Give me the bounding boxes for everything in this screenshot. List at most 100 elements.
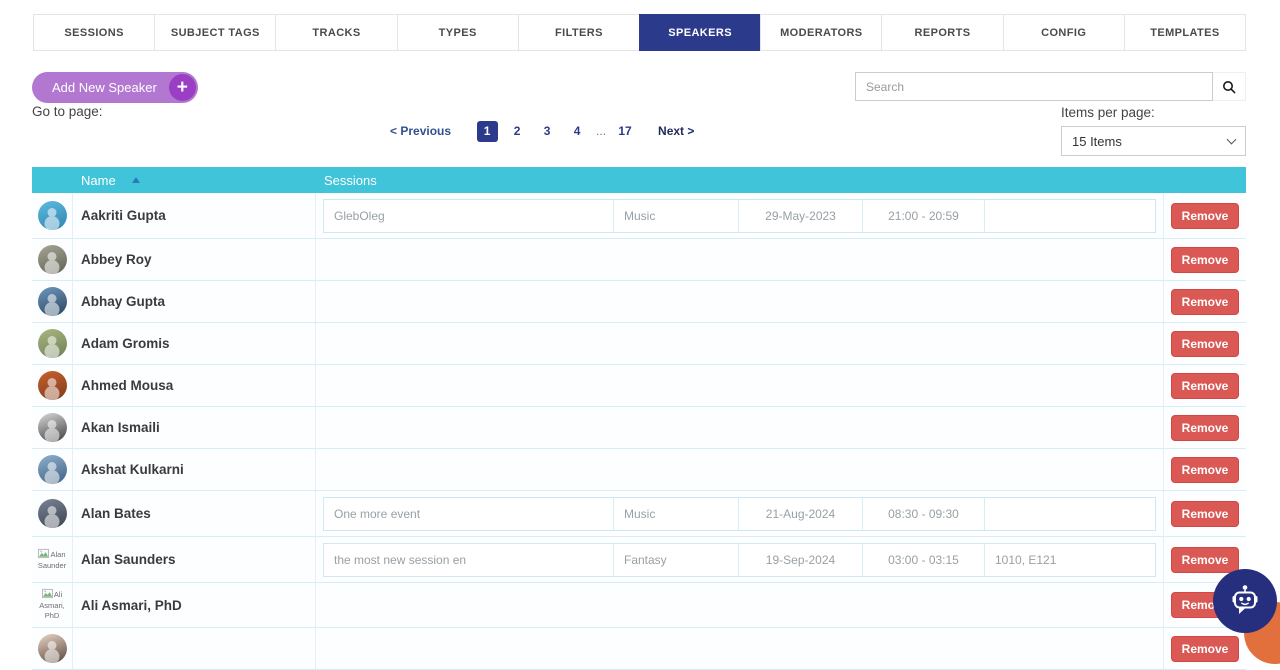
pagination-page-4[interactable]: 4 [573, 123, 581, 138]
tab-sessions[interactable]: SESSIONS [33, 14, 156, 51]
avatar [37, 499, 67, 528]
avatar [37, 413, 67, 442]
table-row: Akan Ismaili Remove [32, 407, 1246, 449]
session-time: 08:30 - 09:30 [863, 497, 985, 530]
session-title: GlebOleg [324, 199, 614, 232]
broken-image-icon [41, 588, 53, 598]
avatar [37, 455, 67, 484]
sort-ascending-icon [131, 177, 140, 183]
session-room [985, 498, 1155, 530]
search-icon [1223, 80, 1236, 93]
sessions-column-header: Sessions [324, 172, 377, 188]
search-button[interactable] [1213, 72, 1246, 101]
remove-button[interactable]: Remove [1171, 635, 1239, 662]
remove-button[interactable]: Remove [1171, 546, 1239, 573]
session-date: 21-Aug-2024 [739, 497, 863, 530]
session-date: 19-Sep-2024 [739, 543, 863, 576]
avatar [37, 329, 67, 358]
speaker-name: Adam Gromis [73, 323, 316, 364]
session-title: One more event [324, 497, 614, 530]
pagination-ellipsis: ... [596, 124, 607, 138]
add-new-speaker-button[interactable]: Add New Speaker + [32, 72, 198, 103]
avatar-alt-text: Ali Asmari, PhD [39, 589, 65, 621]
speaker-name: Ali Asmari, PhD [73, 583, 316, 627]
tab-config[interactable]: CONFIG [1002, 14, 1125, 51]
remove-button[interactable]: Remove [1171, 246, 1239, 273]
session-type: Fantasy [614, 543, 739, 576]
session-type: Music [614, 199, 739, 232]
go-to-page-label: Go to page: [32, 104, 103, 119]
tab-templates[interactable]: TEMPLATES [1123, 14, 1247, 51]
avatar [37, 287, 67, 316]
session-row: One more event Music 21-Aug-2024 08:30 -… [323, 496, 1156, 531]
tab-moderators[interactable]: MODERATORS [760, 14, 883, 51]
pagination-next[interactable]: Next > [658, 124, 695, 138]
pagination-page-17[interactable]: 17 [618, 123, 632, 138]
items-per-page-select[interactable]: 15 Items [1061, 126, 1246, 156]
speaker-name: Akan Ismaili [73, 407, 316, 448]
pagination-page-2[interactable]: 2 [513, 123, 521, 138]
remove-button[interactable]: Remove [1171, 500, 1239, 527]
chatbot-icon [1232, 585, 1258, 614]
table-row: Aakriti Gupta GlebOleg Music 29-May-2023… [32, 193, 1246, 239]
remove-button[interactable]: Remove [1171, 456, 1239, 483]
table-row: Abhay Gupta Remove [32, 281, 1246, 323]
session-title: the most new session en [324, 543, 614, 576]
tab-subject-tags[interactable]: SUBJECT TAGS [154, 14, 277, 51]
chevron-down-icon [1226, 134, 1237, 144]
speaker-name: Ahmed Mousa [73, 365, 316, 406]
session-time: 21:00 - 20:59 [863, 199, 985, 232]
session-room [985, 200, 1155, 232]
avatar-alt-text: Alan Saunder [37, 549, 67, 570]
avatar [37, 371, 67, 400]
add-new-speaker-label: Add New Speaker [52, 80, 157, 95]
session-type: Music [614, 497, 739, 530]
table-row: Akshat Kulkarni Remove [32, 449, 1246, 491]
avatar [37, 245, 67, 274]
tab-bar: SESSIONS SUBJECT TAGS TRACKS TYPES FILTE… [33, 14, 1247, 51]
pagination-page-1[interactable]: 1 [476, 120, 498, 142]
table-row: Alan Saunder Alan Saunders the most new … [32, 537, 1246, 583]
remove-button[interactable]: Remove [1171, 202, 1239, 229]
speaker-name: Abhay Gupta [73, 281, 316, 322]
session-row: the most new session en Fantasy 19-Sep-2… [323, 542, 1156, 577]
tab-reports[interactable]: REPORTS [881, 14, 1004, 51]
remove-button[interactable]: Remove [1171, 330, 1239, 357]
avatar [37, 201, 67, 230]
remove-button[interactable]: Remove [1171, 414, 1239, 441]
speaker-name: Akshat Kulkarni [73, 449, 316, 490]
broken-image-icon [38, 548, 50, 558]
table-row: Ahmed Mousa Remove [32, 365, 1246, 407]
speaker-name [73, 628, 316, 669]
speakers-table: Name Sessions Aakriti Gupta GlebOleg Mus… [32, 167, 1246, 670]
chatbot-button[interactable] [1213, 569, 1277, 633]
tab-filters[interactable]: FILTERS [517, 14, 641, 51]
session-date: 29-May-2023 [739, 199, 863, 232]
broken-avatar: Ali Asmari, PhD [32, 588, 72, 623]
tab-speakers[interactable]: SPEAKERS [639, 14, 762, 51]
pagination: < Previous 1 2 3 4 ... 17 Next > [390, 119, 694, 143]
pagination-previous[interactable]: < Previous [390, 124, 452, 138]
table-row: Remove [32, 628, 1246, 670]
plus-icon: + [168, 74, 196, 101]
table-row: Adam Gromis Remove [32, 323, 1246, 365]
session-time: 03:00 - 03:15 [863, 543, 985, 576]
items-per-page-label: Items per page: [1061, 105, 1155, 120]
search-input[interactable] [855, 72, 1213, 101]
pagination-page-3[interactable]: 3 [543, 123, 551, 138]
broken-avatar: Alan Saunder [32, 548, 72, 572]
session-room: 1010, E121 [995, 552, 1057, 567]
table-header-row: Name Sessions [32, 167, 1246, 193]
table-row: Alan Bates One more event Music 21-Aug-2… [32, 491, 1246, 537]
remove-button[interactable]: Remove [1171, 372, 1239, 399]
name-header-label: Name [81, 172, 116, 188]
speaker-name: Abbey Roy [73, 239, 316, 280]
remove-button[interactable]: Remove [1171, 288, 1239, 315]
tab-types[interactable]: TYPES [396, 14, 519, 51]
table-row: Ali Asmari, PhD Ali Asmari, PhD Remove [32, 583, 1246, 628]
tab-tracks[interactable]: TRACKS [275, 14, 398, 51]
speaker-name: Alan Saunders [73, 537, 316, 582]
session-row: GlebOleg Music 29-May-2023 21:00 - 20:59 [323, 198, 1156, 233]
items-per-page-value: 15 Items [1072, 133, 1122, 149]
name-column-header[interactable]: Name [73, 173, 316, 188]
